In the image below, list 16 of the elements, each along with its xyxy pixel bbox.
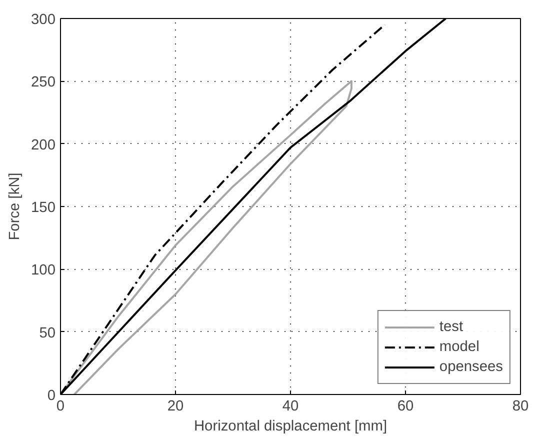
- y-tick-label: 0: [47, 388, 56, 404]
- y-tick-label: 50: [39, 325, 56, 342]
- legend-label: model: [439, 339, 480, 355]
- legend-label: test: [439, 319, 464, 335]
- legend-label: opensees: [439, 359, 503, 375]
- y-tick-label: 250: [31, 74, 56, 91]
- x-tick-label: 60: [397, 398, 414, 414]
- y-tick-label: 150: [31, 200, 56, 216]
- y-tick-label: 100: [31, 262, 56, 279]
- x-tick-label: 80: [512, 398, 529, 414]
- y-tick-label: 200: [31, 137, 56, 154]
- y-tick-label: 300: [31, 12, 56, 28]
- y-axis-title: Force [kN]: [7, 172, 24, 240]
- x-tick-label: 40: [282, 398, 299, 414]
- x-tick-label: 20: [167, 398, 184, 414]
- x-axis-title: Horizontal displacement [mm]: [194, 418, 388, 434]
